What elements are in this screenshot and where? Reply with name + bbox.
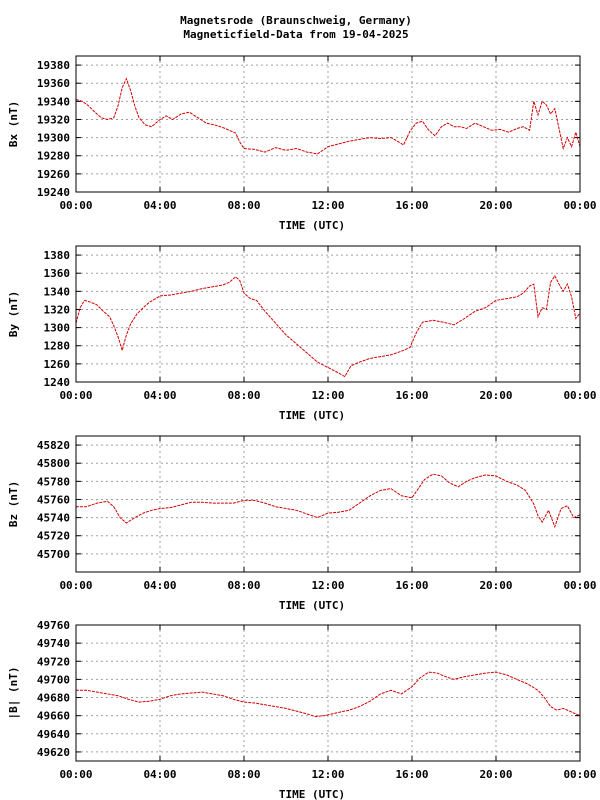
chart-title-line1: Magnetsrode (Braunschweig, Germany) — [180, 14, 412, 27]
bt-x-tick-label: 08:00 — [227, 768, 260, 781]
bt-x-tick-label: 04:00 — [143, 768, 176, 781]
bx-y-tick-label: 19240 — [37, 186, 70, 199]
bx-series-line — [75, 77, 581, 155]
bt-plot-frame — [75, 624, 581, 762]
bz-y-tick-label: 45740 — [37, 512, 70, 525]
bx-x-tick-label: 00:00 — [563, 199, 596, 212]
panel-by: 1240 1260 1280 1300 1320 1340 1360 1380 00:00 04:… — [7, 245, 597, 422]
panel-bt: 49620 49640 49660 49680 49700 49720 49740 49760… — [7, 619, 597, 800]
by-x-tick-label: 12:00 — [311, 389, 344, 402]
by-x-tick-label: 04:00 — [143, 389, 176, 402]
by-y-tick-label: 1280 — [44, 340, 71, 353]
by-x-tick-label: 20:00 — [479, 389, 512, 402]
panel-bz: 45700 45720 45740 45760 45780 45800 45820 00:00… — [7, 435, 597, 612]
bz-x-tick-label: 08:00 — [227, 579, 260, 592]
bt-x-tick-label: 00:00 — [563, 768, 596, 781]
bt-y-tick-label: 49640 — [37, 728, 70, 741]
bz-x-axis-label: TIME (UTC) — [279, 599, 345, 612]
by-x-tick-label: 08:00 — [227, 389, 260, 402]
by-y-tick-label: 1260 — [44, 358, 71, 371]
bx-y-tick-label: 19260 — [37, 168, 70, 181]
bt-y-tick-label: 49720 — [37, 655, 70, 668]
by-y-tick-label: 1360 — [44, 267, 71, 280]
panel-bx: 19240 19260 19280 19300 19320 19340 19360 19380… — [7, 55, 597, 232]
bt-series-line — [76, 671, 581, 718]
chart-title-line2: Magneticfield-Data from 19-04-2025 — [183, 28, 408, 41]
by-x-tick-label: 16:00 — [395, 389, 428, 402]
bx-y-tick-label: 19380 — [37, 59, 70, 72]
bx-y-axis-label: Bx (nT) — [7, 101, 20, 147]
bz-x-tick-label: 04:00 — [143, 579, 176, 592]
bz-x-tick-label: 16:00 — [395, 579, 428, 592]
bz-y-tick-label: 45820 — [37, 439, 70, 452]
bz-y-tick-label: 45800 — [37, 457, 70, 470]
bz-y-tick-label: 45700 — [37, 548, 70, 561]
bt-x-tick-label: 16:00 — [395, 768, 428, 781]
by-x-axis-label: TIME (UTC) — [279, 409, 345, 422]
bx-x-tick-label: 04:00 — [143, 199, 176, 212]
bx-x-tick-label: 20:00 — [479, 199, 512, 212]
bz-plot-frame — [75, 435, 581, 573]
bt-y-tick-label: 49760 — [37, 619, 70, 632]
by-y-tick-label: 1340 — [44, 285, 71, 298]
by-y-tick-label: 1380 — [44, 249, 71, 262]
by-plot-frame — [75, 245, 581, 383]
bt-y-axis-label: |B| (nT) — [7, 667, 20, 720]
bz-x-tick-label: 20:00 — [479, 579, 512, 592]
bx-x-tick-label: 12:00 — [311, 199, 344, 212]
bz-y-axis-label: Bz (nT) — [7, 481, 20, 527]
bt-y-tick-label: 49680 — [37, 692, 70, 705]
by-series-line — [75, 274, 581, 378]
by-y-tick-label: 1300 — [44, 322, 71, 335]
bt-x-axis-label: TIME (UTC) — [279, 788, 345, 800]
bx-x-tick-label: 08:00 — [227, 199, 260, 212]
bz-y-tick-label: 45720 — [37, 530, 70, 543]
bx-y-tick-label: 19280 — [37, 150, 70, 163]
bz-series-line — [76, 473, 581, 529]
chart-panels: 19240 19260 19280 19300 19320 19340 19360 19380… — [7, 55, 597, 800]
bt-y-tick-label: 49660 — [37, 710, 70, 723]
by-y-tick-label: 1320 — [44, 303, 71, 316]
bz-y-tick-label: 45780 — [37, 475, 70, 488]
bt-y-tick-label: 49700 — [37, 673, 70, 686]
bz-x-tick-label: 12:00 — [311, 579, 344, 592]
by-x-tick-label: 00:00 — [563, 389, 596, 402]
bx-y-tick-label: 19360 — [37, 77, 70, 90]
bx-y-tick-label: 19320 — [37, 113, 70, 126]
bx-x-tick-label: 00:00 — [59, 199, 92, 212]
bx-x-tick-label: 16:00 — [395, 199, 428, 212]
bt-y-tick-label: 49740 — [37, 637, 70, 650]
bz-x-tick-label: 00:00 — [59, 579, 92, 592]
bz-y-tick-label: 45760 — [37, 493, 70, 506]
bx-x-axis-label: TIME (UTC) — [279, 219, 345, 232]
bz-x-tick-label: 00:00 — [563, 579, 596, 592]
bx-plot-frame — [75, 55, 581, 193]
by-y-axis-label: By (nT) — [7, 291, 20, 337]
bx-y-tick-label: 19300 — [37, 132, 70, 145]
bt-x-tick-label: 20:00 — [479, 768, 512, 781]
by-x-tick-label: 00:00 — [59, 389, 92, 402]
bt-y-tick-label: 49620 — [37, 746, 70, 759]
bx-y-tick-label: 19340 — [37, 95, 70, 108]
bt-x-tick-label: 12:00 — [311, 768, 344, 781]
bt-x-tick-label: 00:00 — [59, 768, 92, 781]
by-y-tick-label: 1240 — [44, 376, 71, 389]
